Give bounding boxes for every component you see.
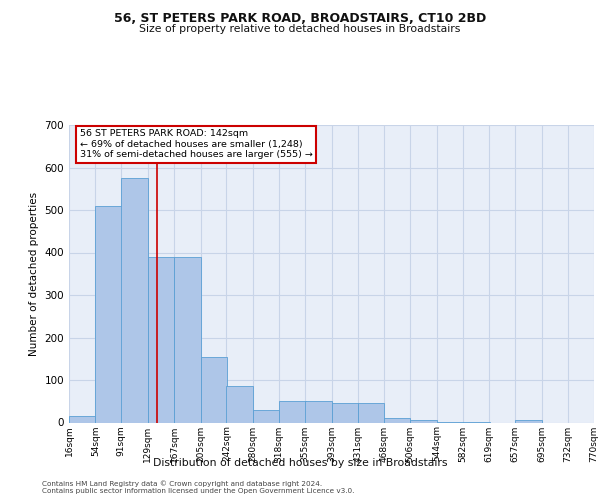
Y-axis label: Number of detached properties: Number of detached properties <box>29 192 39 356</box>
Text: 56 ST PETERS PARK ROAD: 142sqm
← 69% of detached houses are smaller (1,248)
31% : 56 ST PETERS PARK ROAD: 142sqm ← 69% of … <box>79 130 313 160</box>
Text: Distribution of detached houses by size in Broadstairs: Distribution of detached houses by size … <box>153 458 447 468</box>
Text: Size of property relative to detached houses in Broadstairs: Size of property relative to detached ho… <box>139 24 461 34</box>
Bar <box>384 418 410 422</box>
Bar <box>279 401 306 422</box>
Bar <box>69 416 95 422</box>
Bar <box>305 401 331 422</box>
Bar <box>410 420 437 422</box>
Bar <box>95 206 122 422</box>
Bar <box>121 178 148 422</box>
Bar <box>253 410 279 422</box>
Bar <box>515 420 542 422</box>
Bar <box>331 404 358 422</box>
Bar <box>174 257 200 422</box>
Text: 56, ST PETERS PARK ROAD, BROADSTAIRS, CT10 2BD: 56, ST PETERS PARK ROAD, BROADSTAIRS, CT… <box>114 12 486 26</box>
Text: Contains public sector information licensed under the Open Government Licence v3: Contains public sector information licen… <box>42 488 355 494</box>
Bar <box>148 257 174 422</box>
Bar <box>226 386 253 422</box>
Bar <box>200 356 227 422</box>
Text: Contains HM Land Registry data © Crown copyright and database right 2024.: Contains HM Land Registry data © Crown c… <box>42 480 322 486</box>
Bar <box>358 404 385 422</box>
